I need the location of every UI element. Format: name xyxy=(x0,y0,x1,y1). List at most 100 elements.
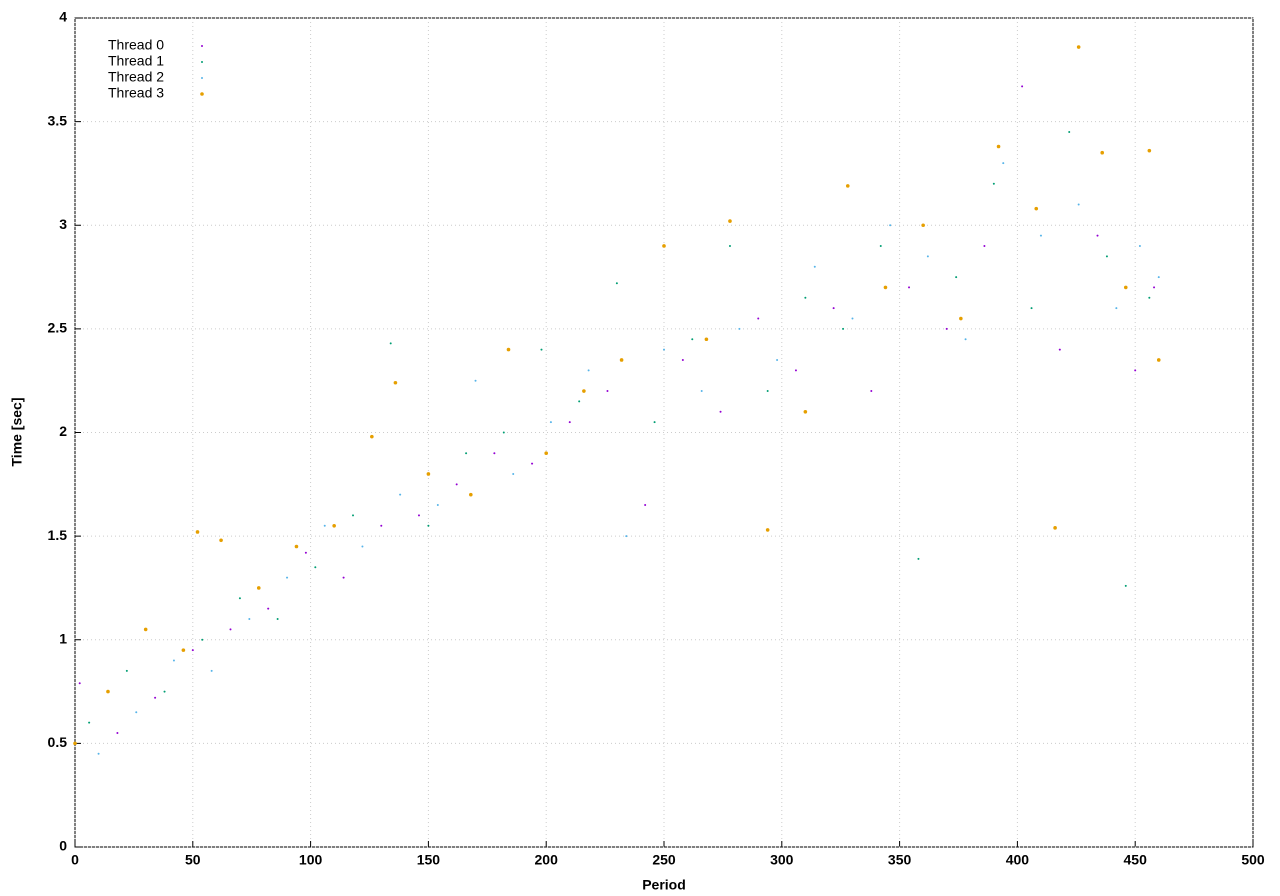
point xyxy=(794,369,797,372)
point xyxy=(765,528,770,532)
point xyxy=(662,244,666,248)
point xyxy=(474,379,477,382)
point xyxy=(766,390,769,393)
point xyxy=(502,431,505,434)
point xyxy=(88,721,91,724)
point xyxy=(332,523,336,528)
point xyxy=(996,144,1001,149)
point xyxy=(832,307,835,310)
point xyxy=(73,741,77,746)
x-tick-label: 500 xyxy=(1241,852,1265,868)
point xyxy=(549,421,552,424)
point xyxy=(644,504,647,507)
point xyxy=(803,409,808,414)
y-tick-label: 1.5 xyxy=(48,527,68,543)
point xyxy=(1134,369,1137,372)
point xyxy=(256,586,261,590)
point xyxy=(399,493,402,496)
point xyxy=(704,337,709,342)
point xyxy=(1153,286,1156,289)
point xyxy=(1157,276,1160,279)
point xyxy=(1123,285,1128,290)
point xyxy=(314,566,317,569)
y-tick-label: 2.5 xyxy=(48,320,68,336)
point xyxy=(582,389,586,393)
point xyxy=(945,327,948,330)
point xyxy=(426,472,431,476)
point xyxy=(1053,526,1057,530)
y-tick-label: 0 xyxy=(59,838,67,854)
point xyxy=(143,627,148,632)
point xyxy=(776,358,779,361)
point xyxy=(1115,307,1118,310)
point xyxy=(883,285,888,290)
x-tick-label: 450 xyxy=(1124,852,1148,868)
x-tick-label: 350 xyxy=(888,852,912,868)
point xyxy=(286,576,289,579)
point xyxy=(323,524,326,527)
x-axis-label: Period xyxy=(642,877,686,893)
point xyxy=(728,219,732,223)
point xyxy=(1058,348,1061,351)
y-tick-label: 2 xyxy=(59,423,67,439)
point xyxy=(842,327,845,330)
x-tick-label: 100 xyxy=(299,852,323,868)
point xyxy=(700,390,703,393)
point xyxy=(465,452,468,455)
legend-label: Thread 0 xyxy=(108,37,164,53)
point xyxy=(436,504,439,507)
point xyxy=(691,338,694,341)
point xyxy=(959,316,963,321)
point xyxy=(238,597,241,600)
point xyxy=(304,551,307,554)
point xyxy=(531,462,534,465)
x-tick-label: 300 xyxy=(770,852,794,868)
point xyxy=(469,492,473,497)
point xyxy=(615,282,618,285)
point xyxy=(992,182,995,185)
point xyxy=(619,358,624,362)
legend-swatch xyxy=(201,77,203,79)
point xyxy=(294,544,299,549)
x-tick-label: 250 xyxy=(652,852,676,868)
point xyxy=(78,682,81,685)
point xyxy=(1138,244,1141,247)
point xyxy=(663,348,665,351)
point xyxy=(191,649,194,652)
point xyxy=(719,410,722,413)
y-tick-label: 3.5 xyxy=(48,112,68,128)
point xyxy=(1096,234,1099,237)
point xyxy=(106,689,110,694)
legend-swatch xyxy=(201,61,203,63)
point xyxy=(195,530,200,534)
x-tick-label: 400 xyxy=(1006,852,1030,868)
point xyxy=(417,514,420,517)
point xyxy=(955,276,958,279)
point xyxy=(921,223,925,228)
point xyxy=(870,390,873,393)
x-tick-label: 0 xyxy=(71,852,79,868)
legend-swatch xyxy=(200,92,204,96)
point xyxy=(879,244,882,247)
point xyxy=(455,483,458,486)
legend-label: Thread 3 xyxy=(108,85,164,101)
point xyxy=(370,434,374,439)
point xyxy=(493,452,496,455)
point xyxy=(1100,150,1105,155)
legend-swatch xyxy=(201,45,203,47)
point xyxy=(804,296,807,299)
point xyxy=(1068,130,1071,133)
point xyxy=(1076,45,1081,49)
point xyxy=(544,451,548,456)
x-tick-label: 150 xyxy=(417,852,441,868)
x-tick-label: 200 xyxy=(535,852,559,868)
point xyxy=(568,421,571,424)
point xyxy=(1030,307,1033,310)
point xyxy=(267,607,270,610)
point xyxy=(653,421,656,424)
point xyxy=(361,545,364,548)
point xyxy=(342,576,345,579)
point xyxy=(1034,206,1039,211)
